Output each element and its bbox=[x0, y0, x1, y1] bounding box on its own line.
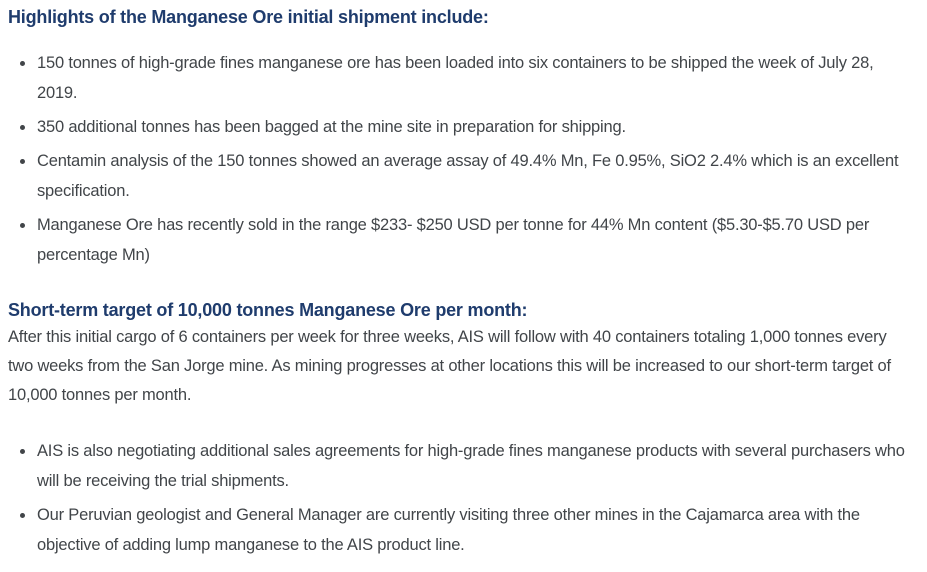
list-item: Manganese Ore has recently sold in the r… bbox=[20, 210, 915, 270]
list-item: Centamin analysis of the 150 tonnes show… bbox=[20, 146, 915, 206]
section2-bullet-list: AIS is also negotiating additional sales… bbox=[8, 436, 915, 560]
section1-heading: Highlights of the Manganese Ore initial … bbox=[8, 7, 489, 27]
document-body: Highlights of the Manganese Ore initial … bbox=[8, 7, 915, 560]
section2-paragraph: After this initial cargo of 6 containers… bbox=[8, 328, 891, 404]
section1-bullet-list: 150 tonnes of high-grade fines manganese… bbox=[8, 48, 915, 270]
list-item: AIS is also negotiating additional sales… bbox=[20, 436, 915, 496]
list-item: Our Peruvian geologist and General Manag… bbox=[20, 500, 915, 560]
list-item: 150 tonnes of high-grade fines manganese… bbox=[20, 48, 915, 108]
list-item: 350 additional tonnes has been bagged at… bbox=[20, 112, 915, 142]
section2-heading: Short-term target of 10,000 tonnes Manga… bbox=[8, 300, 528, 320]
